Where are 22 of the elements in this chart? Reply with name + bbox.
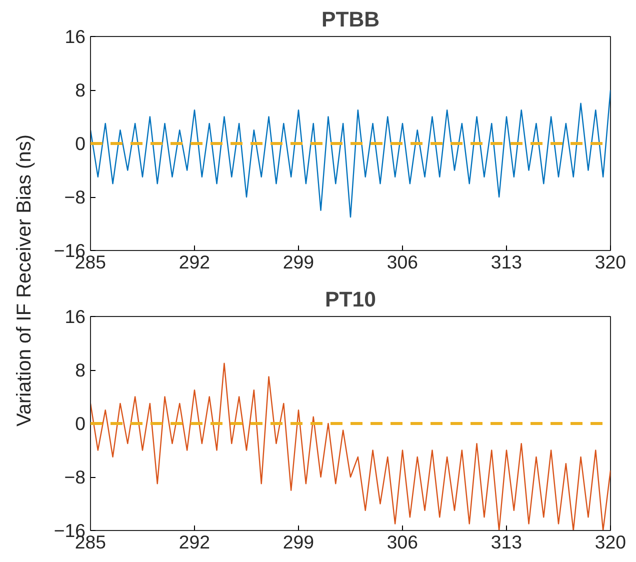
- x-tick-label: 320: [594, 252, 626, 272]
- y-tick-label: 0: [75, 133, 86, 154]
- x-tick-label: 320: [594, 532, 626, 552]
- y-tick-label: 16: [64, 26, 86, 47]
- y-axis-title: Variation of IF Receiver Bias (ns): [14, 134, 36, 426]
- x-tick-label: 299: [282, 532, 314, 552]
- x-tick-label: 313: [490, 252, 522, 272]
- y-tick-label: −8: [64, 186, 86, 208]
- y-tick-label: 8: [75, 360, 86, 380]
- chart-title: PTBB: [321, 8, 380, 32]
- line-series: [90, 89, 610, 218]
- x-tick-label: 299: [282, 252, 314, 272]
- y-tick-label: −8: [64, 466, 86, 488]
- y-tick-label: 16: [64, 306, 86, 327]
- x-tick-label: 292: [178, 252, 210, 272]
- y-tick-label: 8: [75, 80, 86, 100]
- x-tick-label: 306: [386, 532, 418, 552]
- x-tick-label: 313: [490, 532, 522, 552]
- chart-title: PT10: [325, 288, 376, 312]
- y-tick-label: 0: [75, 413, 86, 434]
- x-tick-label: 292: [178, 532, 210, 552]
- x-tick-label: 306: [386, 252, 418, 272]
